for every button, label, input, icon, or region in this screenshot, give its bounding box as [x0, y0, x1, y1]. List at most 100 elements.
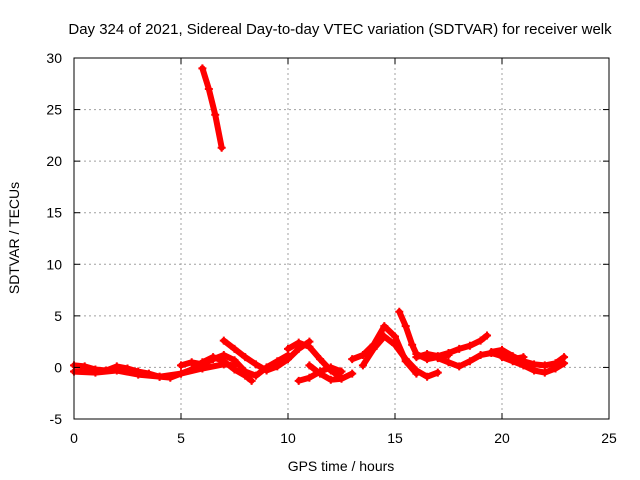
data-point	[294, 376, 303, 385]
data-point	[337, 367, 346, 376]
y-tick-label: 0	[54, 359, 62, 375]
x-tick-label: 0	[70, 430, 78, 446]
data-point	[369, 344, 378, 353]
data-point	[444, 358, 453, 367]
x-tick-label: 15	[387, 430, 403, 446]
data-point	[391, 340, 399, 349]
data-point	[187, 358, 196, 367]
data-point	[177, 369, 185, 378]
data-point	[401, 322, 410, 331]
y-tick-label: 15	[46, 205, 62, 221]
data-point	[326, 375, 335, 384]
data-point	[391, 332, 399, 341]
data-point	[284, 355, 292, 364]
data-point	[423, 350, 432, 359]
data-point	[358, 351, 367, 360]
data-point	[540, 368, 549, 377]
data-point	[465, 357, 474, 366]
data-point	[455, 344, 464, 353]
data-point	[498, 345, 506, 354]
axis-ticks: 0 5 10 15 20 25 -5 0 5 10 15 20 25 30	[46, 50, 617, 446]
data-point	[348, 355, 357, 364]
x-tick-label: 25	[601, 430, 617, 446]
data-point	[412, 366, 421, 375]
data-point	[316, 355, 325, 364]
data-point	[80, 362, 89, 371]
data-point	[230, 356, 239, 365]
x-axis-label: GPS time / hours	[288, 458, 395, 474]
data-point	[519, 361, 528, 370]
data-point	[380, 332, 389, 341]
x-tick-label: 20	[494, 430, 510, 446]
series-line	[359, 333, 441, 380]
series-arc-15	[498, 353, 569, 377]
data-point	[476, 336, 485, 345]
data-point	[177, 361, 185, 370]
y-tick-label: 25	[46, 102, 62, 118]
data-point	[251, 360, 260, 369]
data-point	[508, 357, 517, 366]
data-point	[155, 372, 164, 381]
series-line	[199, 65, 225, 151]
y-tick-label: 20	[46, 153, 62, 169]
data-point	[380, 322, 389, 331]
data-point	[358, 361, 367, 370]
data-point	[230, 344, 239, 353]
data-point	[219, 336, 228, 345]
data-point	[251, 371, 260, 380]
data-point	[540, 361, 549, 370]
data-point	[262, 366, 271, 375]
data-point	[198, 64, 207, 73]
data-point	[476, 351, 485, 360]
grid-lines	[74, 58, 609, 419]
data-point	[487, 347, 496, 356]
data-point	[455, 362, 464, 371]
data-point	[560, 359, 569, 368]
data-point	[348, 369, 357, 378]
data-point	[305, 373, 314, 382]
data-point	[211, 110, 220, 119]
data-point	[337, 374, 346, 383]
data-point	[316, 369, 325, 378]
data-point	[305, 361, 314, 370]
series-arc-5	[284, 338, 346, 382]
data-point	[401, 355, 410, 364]
data-point	[219, 360, 228, 369]
x-tick-label: 10	[280, 430, 296, 446]
data-point	[412, 353, 421, 362]
plot-area	[70, 64, 569, 385]
data-point	[209, 355, 218, 364]
y-tick-label: 10	[46, 256, 62, 272]
series-arc-8	[198, 64, 226, 152]
data-point	[219, 351, 228, 360]
data-point	[294, 338, 303, 347]
data-point	[408, 340, 417, 349]
data-point	[305, 342, 314, 351]
series-line	[285, 339, 345, 381]
y-axis-label: SDTVAR / TECUs	[6, 182, 22, 294]
data-point	[498, 353, 506, 362]
y-tick-label: 5	[54, 308, 62, 324]
data-point	[91, 368, 100, 377]
data-point	[483, 331, 492, 340]
plot-frame	[73, 57, 610, 420]
series-arc-2	[70, 360, 239, 381]
data-point	[433, 354, 442, 363]
data-point	[217, 143, 226, 152]
data-point	[134, 370, 143, 379]
data-point	[395, 307, 404, 316]
data-point	[198, 360, 207, 369]
data-point	[247, 376, 256, 385]
series-arc-7	[305, 361, 357, 384]
x-tick-label: 5	[177, 430, 185, 446]
data-point	[241, 353, 250, 362]
data-point	[112, 366, 121, 375]
y-tick-label: 30	[46, 50, 62, 66]
data-point	[273, 362, 282, 371]
chart-title: Day 324 of 2021, Sidereal Day-to-day VTE…	[68, 21, 612, 38]
y-tick-label: -5	[50, 411, 63, 427]
series-line	[71, 361, 238, 380]
data-point	[530, 366, 539, 375]
data-point	[423, 372, 432, 381]
